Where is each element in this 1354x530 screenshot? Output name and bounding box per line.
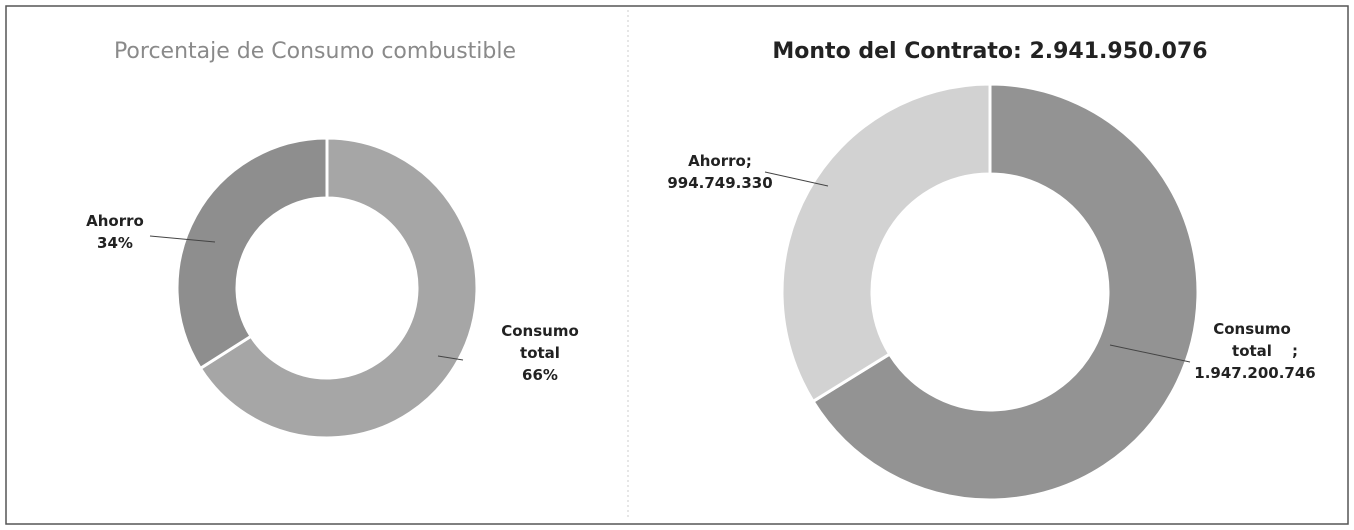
label-separator: ;: [1292, 342, 1298, 360]
leader-line: [437, 355, 464, 361]
label-separator: ;: [745, 152, 752, 170]
donut-slice: [780, 82, 992, 404]
data-label: Consumo total 66%: [475, 320, 605, 386]
chart-title: Porcentaje de Consumo combustible: [114, 39, 516, 64]
label-category-line: Consumo total: [475, 320, 605, 364]
data-label: Ahorro 34%: [50, 210, 180, 254]
label-category: Consumo total: [1213, 320, 1291, 360]
leader-line: [1109, 344, 1191, 363]
donut-slice: [175, 136, 329, 371]
label-category: Ahorro: [688, 152, 746, 170]
label-category-line: Ahorro: [50, 210, 180, 232]
frame: [5, 5, 1349, 525]
donut-slice: [811, 82, 1200, 502]
label-category-line: Consumo total;: [1190, 318, 1320, 362]
donut-slice: [198, 136, 479, 440]
label-value: 1.947.200.746: [1194, 364, 1316, 382]
leader-line: [149, 235, 216, 243]
label-category: Consumo total: [501, 322, 579, 362]
data-label: Consumo total; 1.947.200.746: [1190, 318, 1320, 384]
label-value: 994.749.330: [667, 174, 773, 192]
label-category-line: Ahorro;: [655, 150, 785, 172]
label-value: 34%: [97, 234, 133, 252]
label-value: 66%: [522, 366, 558, 384]
data-label: Ahorro; 994.749.330: [655, 150, 785, 194]
leader-line: [764, 171, 829, 187]
label-category: Ahorro: [86, 212, 144, 230]
chart-title: Monto del Contrato: 2.941.950.076: [772, 39, 1207, 64]
